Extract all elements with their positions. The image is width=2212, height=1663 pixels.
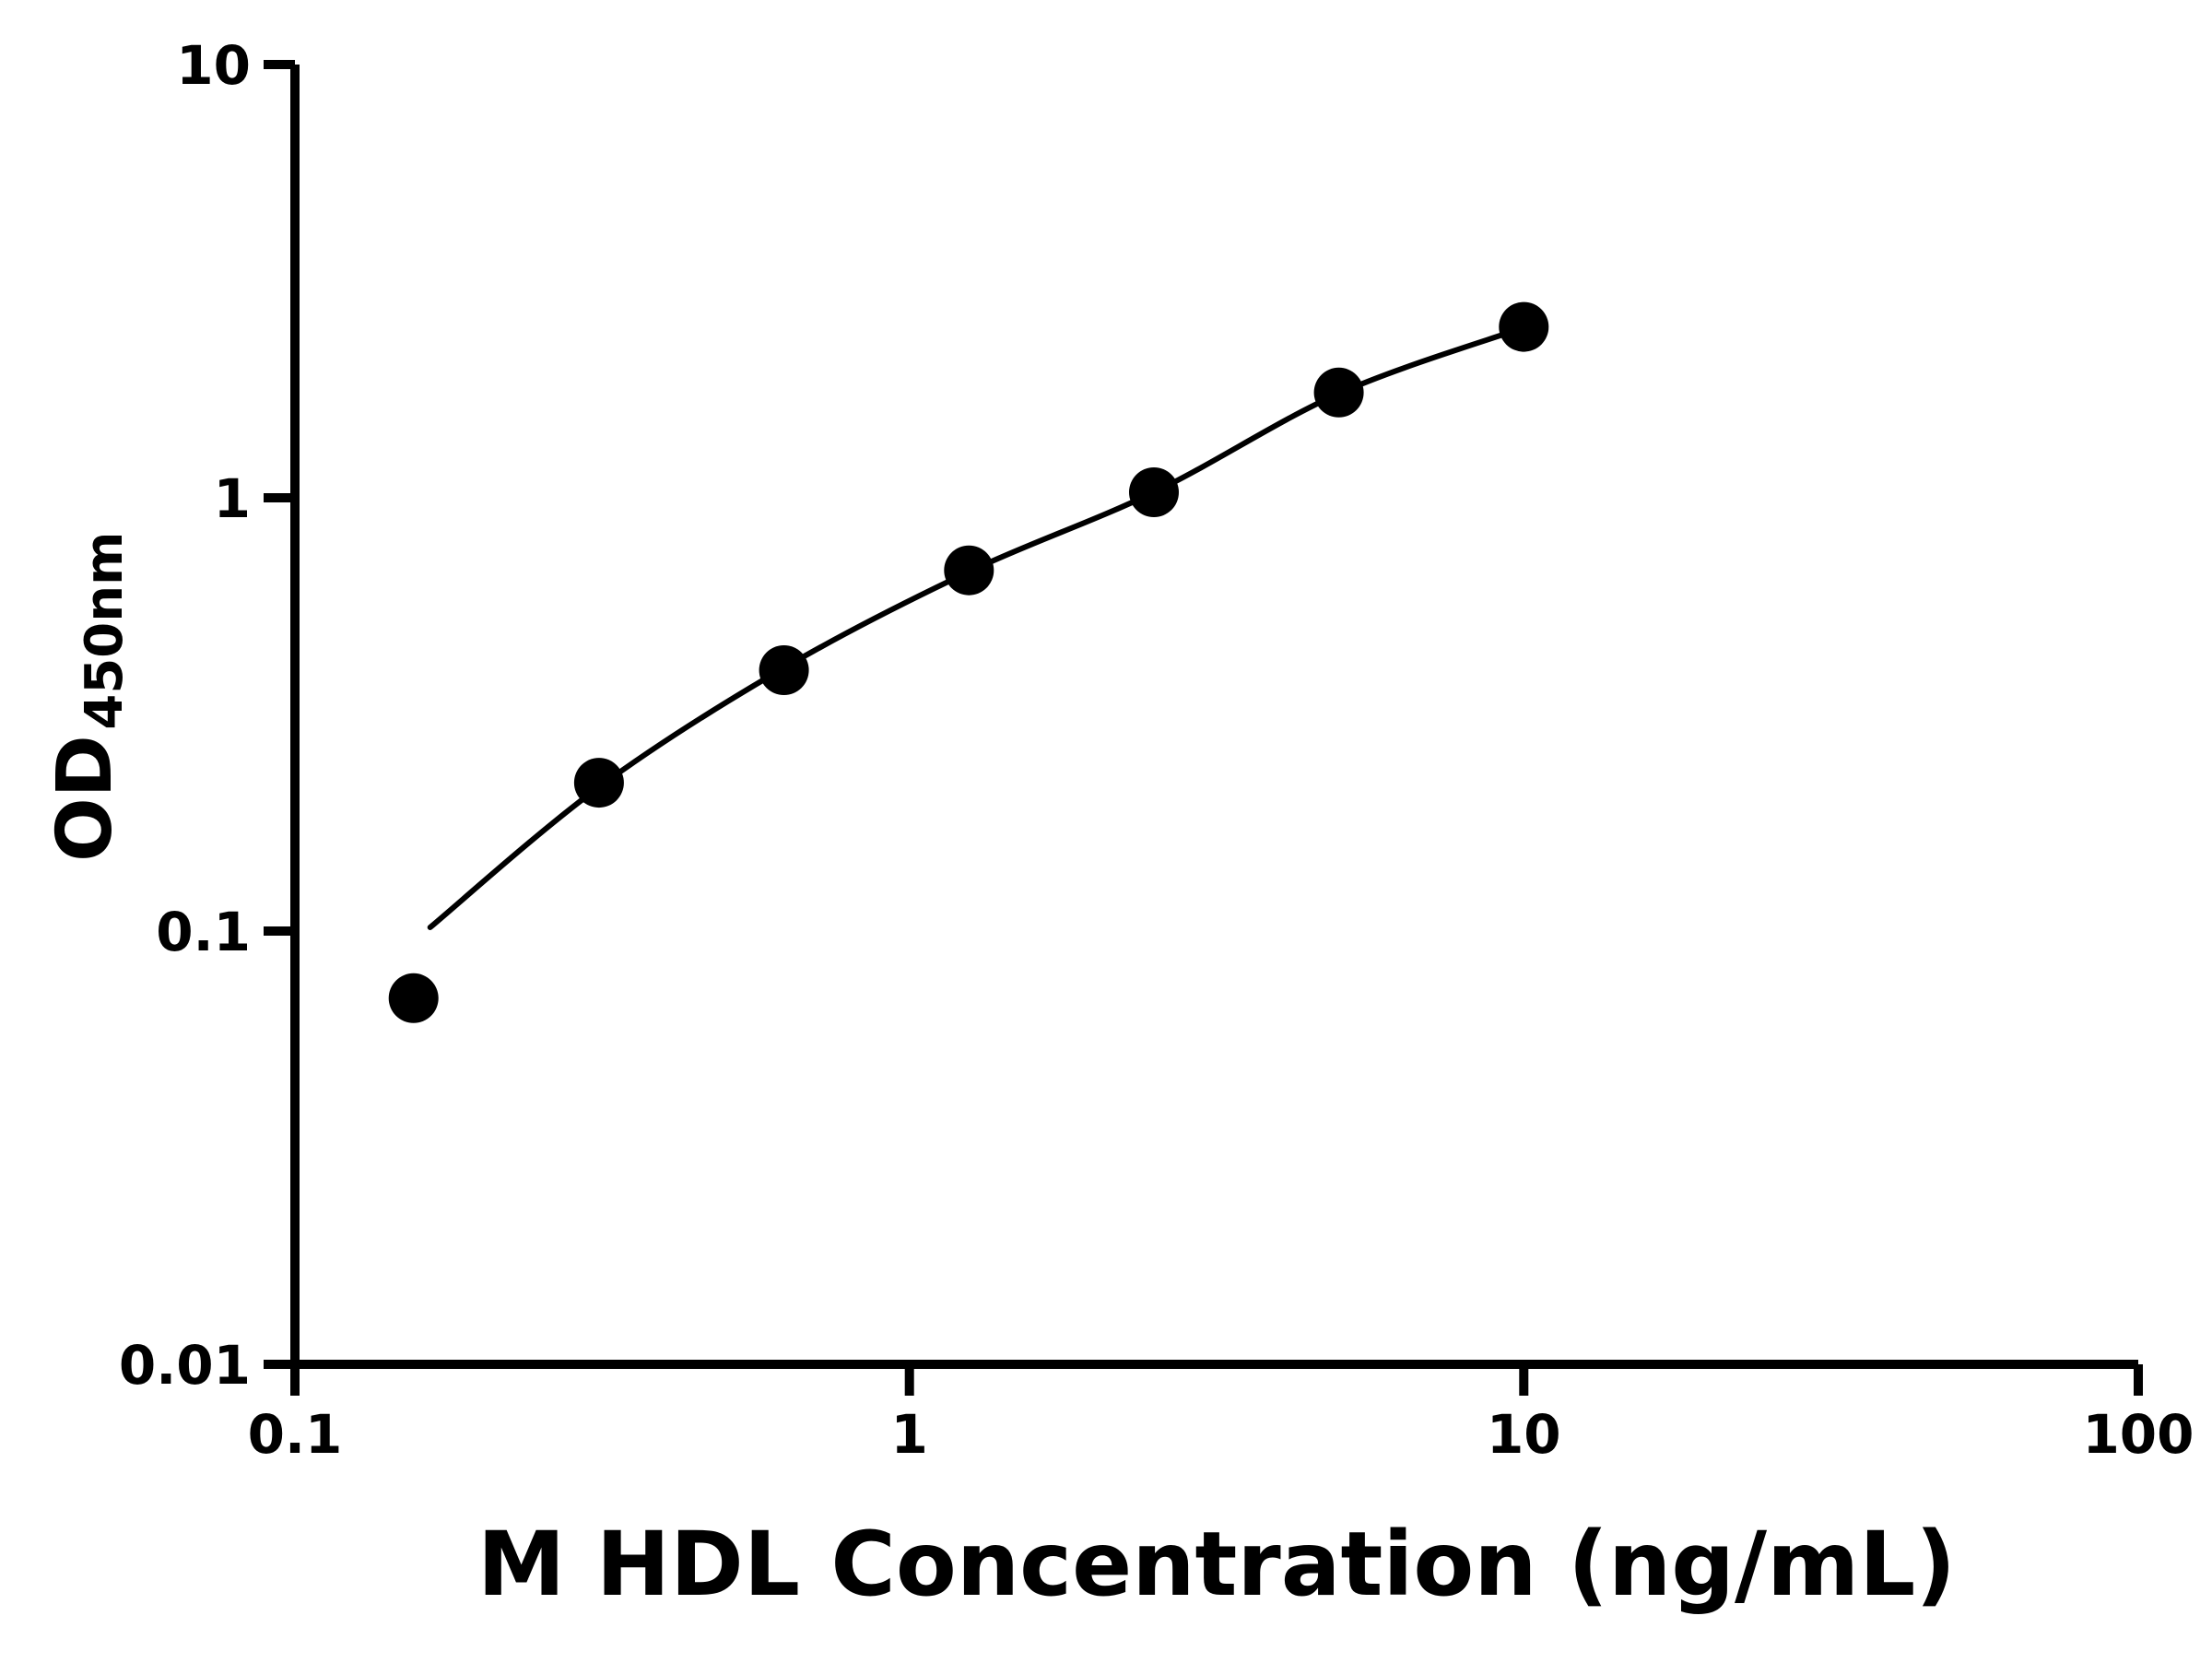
- y-tick-label: 0.1: [156, 901, 251, 963]
- y-tick-label: 10: [176, 34, 251, 97]
- data-point-marker: [573, 758, 624, 808]
- y-axis-title-subscript: 450nm: [75, 532, 135, 730]
- y-tick-label: 1: [214, 467, 251, 530]
- axis-spines: [290, 65, 2138, 1369]
- data-point-marker: [759, 645, 809, 695]
- data-point-marker: [944, 545, 994, 596]
- data-point-marker: [388, 973, 439, 1023]
- x-axis-ticks: [290, 1364, 2143, 1396]
- x-tick-label: 10: [1487, 1403, 1561, 1466]
- y-tick-label: 0.01: [119, 1334, 251, 1397]
- x-axis-tick-labels: 0.1 1 10 100: [248, 1403, 2194, 1466]
- data-points: [388, 301, 1549, 1023]
- y-axis-ticks: [264, 60, 295, 1369]
- y-axis-title: OD 450nm: [41, 532, 135, 862]
- data-point-marker: [1499, 301, 1549, 352]
- x-tick-label: 100: [2082, 1403, 2194, 1466]
- data-point-marker: [1313, 367, 1364, 418]
- y-axis-tick-labels: 0.01 0.1 1 10: [119, 34, 251, 1397]
- data-point-marker: [1129, 467, 1179, 517]
- x-tick-label: 1: [891, 1403, 928, 1466]
- fit-curve-line: [427, 324, 1527, 930]
- y-axis-title-main: OD: [41, 735, 129, 862]
- x-axis-title: M HDL Concentration (ng/mL): [477, 1513, 1956, 1616]
- x-tick-label: 0.1: [248, 1403, 343, 1466]
